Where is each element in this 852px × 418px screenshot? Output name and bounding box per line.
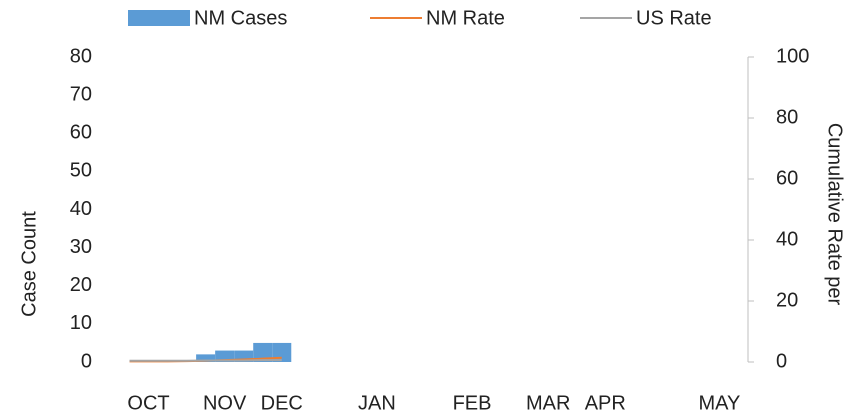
legend-swatch (128, 10, 190, 26)
y-axis-title: Case Count (18, 211, 40, 317)
y-tick-label: 70 (70, 83, 92, 105)
x-tick-label: MAR (526, 392, 570, 414)
y2-tick-label: 100 (776, 45, 809, 67)
legend-label: NM Rate (426, 7, 505, 29)
x-tick-label: APR (585, 392, 626, 414)
bar (196, 354, 216, 362)
y-tick-label: 20 (70, 274, 92, 296)
y2-tick-label: 0 (776, 350, 787, 372)
bar (253, 342, 273, 362)
x-tick-label: JAN (358, 392, 396, 414)
x-tick-label: FEB (453, 392, 492, 414)
line (129, 359, 282, 362)
y2-tick-label: 60 (776, 167, 798, 189)
y2-tick-label: 80 (776, 106, 798, 128)
x-tick-label: DEC (261, 392, 303, 414)
y-tick-label: 30 (70, 236, 92, 258)
y2-axis-title: Cumulative Rate per (824, 123, 846, 306)
x-tick-label: MAY (699, 392, 741, 414)
y2-tick-label: 20 (776, 289, 798, 311)
bar (234, 350, 254, 362)
y-tick-label: 80 (70, 45, 92, 67)
bar (272, 342, 292, 362)
y-tick-label: 10 (70, 312, 92, 334)
bar (215, 350, 235, 362)
y-tick-label: 60 (70, 122, 92, 144)
y-tick-label: 50 (70, 160, 92, 182)
legend-label: NM Cases (194, 7, 287, 29)
x-tick-label: NOV (203, 392, 247, 414)
y2-tick-label: 40 (776, 228, 798, 250)
y-tick-label: 40 (70, 198, 92, 220)
y-tick-label: 0 (81, 350, 92, 372)
x-tick-label: OCT (127, 392, 169, 414)
legend-label: US Rate (636, 7, 712, 29)
